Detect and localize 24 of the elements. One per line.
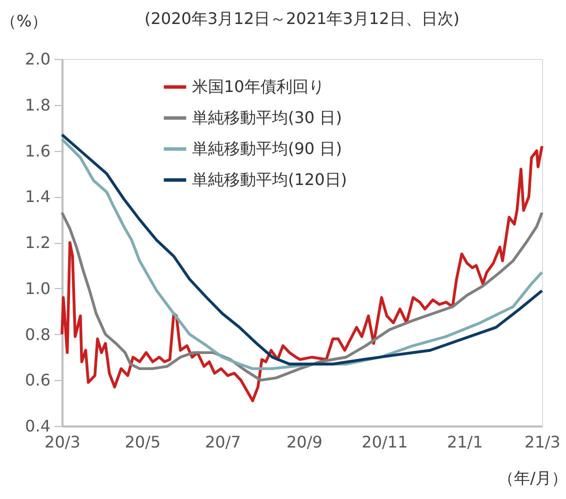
y-tick-label: 0.8: [25, 324, 50, 344]
x-tick-label: 20/9: [286, 432, 322, 452]
legend-label: 単純移動平均(30 日): [192, 108, 342, 127]
y-tick-label: 2.0: [25, 50, 50, 68]
y-tick-label: 0.6: [25, 370, 50, 390]
x-tick-label: 20/11: [362, 432, 408, 452]
x-tick-label: 21/1: [446, 432, 483, 452]
y-tick-label: 1.0: [25, 278, 50, 298]
line-series: [60, 211, 544, 382]
y-tick-label: 1.8: [25, 95, 50, 114]
y-tick-label: 1.6: [25, 141, 50, 160]
y-tick-label: 1.2: [25, 233, 50, 252]
x-axis-title: （年/月）: [498, 468, 566, 488]
legend-label: 単純移動平均(90 日): [192, 139, 342, 158]
chart-subtitle: (2020年3月12日～2021年3月12日、日次): [144, 9, 460, 28]
legend-label: 単純移動平均(120日): [192, 170, 348, 189]
x-tick-label: 21/3: [524, 432, 560, 452]
legend-label: 米国10年債利回り: [192, 77, 324, 96]
x-tick-label: 20/7: [204, 432, 241, 452]
y-axis-title: （%）: [0, 12, 48, 30]
x-tick-label: 20/3: [44, 432, 80, 452]
y-tick-label: 1.4: [25, 187, 50, 206]
x-tick-label: 20/5: [124, 432, 161, 452]
y-tick-label: 0.4: [25, 416, 50, 436]
